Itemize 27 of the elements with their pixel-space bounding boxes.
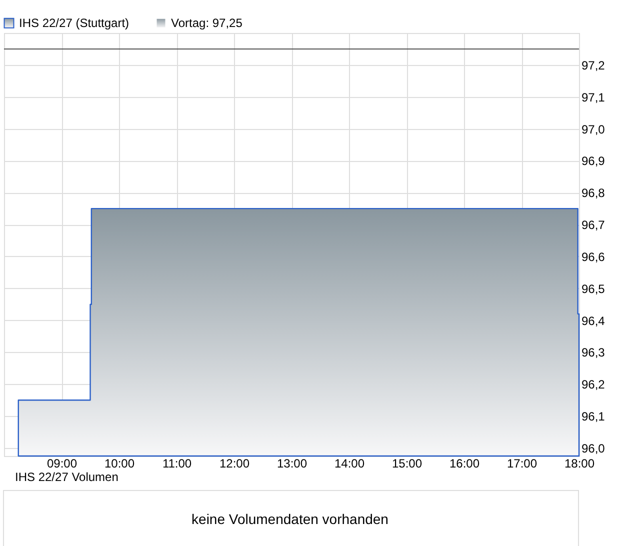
y-tick-label: 96,6 xyxy=(582,250,606,264)
x-tick-label: 11:00 xyxy=(162,456,192,470)
legend-label: IHS 22/27 (Stuttgart) xyxy=(19,16,130,30)
text: keine Volumendaten vorhanden xyxy=(192,511,388,527)
y-tick-label: 97,1 xyxy=(582,90,606,104)
y-tick-label: 96,0 xyxy=(582,442,606,456)
x-tick-label: 13:00 xyxy=(276,456,308,470)
x-tick-label: 12:00 xyxy=(219,456,250,470)
x-tick-label: 17:00 xyxy=(506,456,538,470)
y-tick-label: 96,2 xyxy=(582,378,606,392)
y-tick-label: 96,1 xyxy=(582,410,606,424)
x-tick-label: 15:00 xyxy=(392,456,422,470)
y-tick-label: 96,4 xyxy=(582,314,606,328)
x-tick-label: 14:00 xyxy=(334,456,365,470)
x-tick-label: 16:00 xyxy=(449,456,480,470)
y-tick-label: 96,7 xyxy=(582,218,606,232)
y-tick-label: 96,5 xyxy=(582,282,606,296)
y-tick-label: 97,0 xyxy=(582,122,606,136)
x-tick-label: 10:00 xyxy=(104,456,135,470)
y-tick-label: 97,2 xyxy=(582,58,606,72)
x-tick-label: 09:00 xyxy=(46,456,78,470)
y-tick-label: 96,9 xyxy=(582,154,606,168)
text: IHS 22/27 Volumen xyxy=(15,470,118,484)
y-tick-label: 96,3 xyxy=(582,346,606,360)
legend-label: Vortag: 97,25 xyxy=(171,16,243,30)
x-tick-label: 18:00 xyxy=(564,456,595,470)
y-tick-label: 96,8 xyxy=(582,186,606,200)
